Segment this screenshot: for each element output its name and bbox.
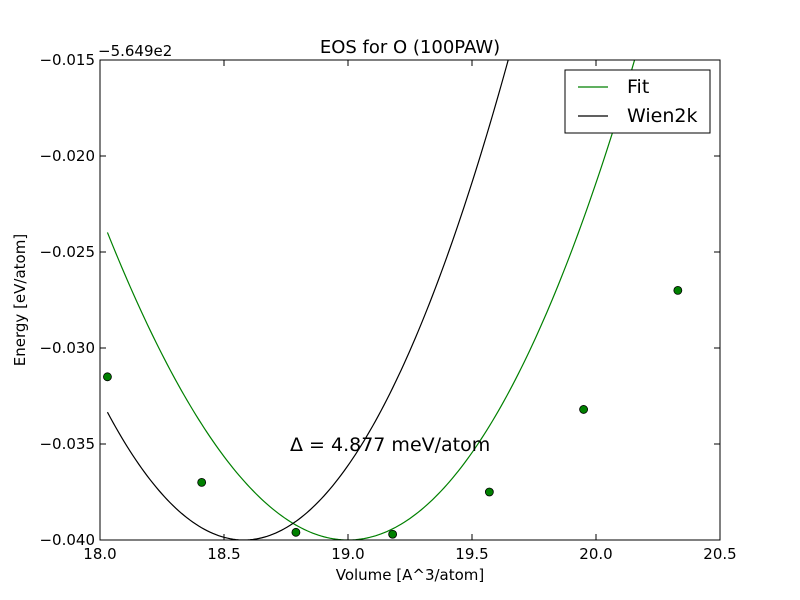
y-axis-title: Energy [eV/atom] xyxy=(11,234,29,366)
x-tick-label: 19.5 xyxy=(455,545,488,563)
series-line-fit xyxy=(106,60,636,540)
series-line-wien2k xyxy=(106,60,509,540)
data-point xyxy=(673,285,683,295)
y-tick-label: −0.030 xyxy=(39,339,95,357)
delta-annotation: Δ = 4.877 meV/atom xyxy=(290,434,490,456)
y-tick-label: −0.020 xyxy=(39,147,95,165)
data-point xyxy=(388,529,398,539)
data-point xyxy=(197,477,207,487)
data-point xyxy=(484,487,494,497)
y-offset-label: −5.649e2 xyxy=(98,42,172,60)
x-tick-label: 20.0 xyxy=(579,545,612,563)
x-axis-title: Volume [A^3/atom] xyxy=(336,566,485,584)
legend-box xyxy=(564,69,711,134)
x-tick-label: 19.0 xyxy=(331,545,364,563)
x-tick-label: 20.5 xyxy=(703,545,736,563)
legend-label-fit: Fit xyxy=(627,76,649,98)
y-tick-label: −0.035 xyxy=(39,435,95,453)
legend: Fit Wien2k xyxy=(564,69,711,134)
y-tick-label: −0.025 xyxy=(39,243,95,261)
x-tick-label: 18.0 xyxy=(83,545,116,563)
data-point xyxy=(291,527,301,537)
y-tick-label: −0.015 xyxy=(39,51,95,69)
chart-title: EOS for O (100PAW) xyxy=(320,37,500,58)
legend-label-wien2k: Wien2k xyxy=(627,105,697,127)
plot-frame xyxy=(99,59,721,541)
data-point xyxy=(103,372,112,382)
y-tick-label: −0.040 xyxy=(39,531,95,549)
x-tick-label: 18.5 xyxy=(207,545,240,563)
data-point xyxy=(579,405,588,414)
plot-area: 18.0 18.5 19.0 19.5 20.0 20.5 −0.040 −0.035 −0.… xyxy=(39,51,736,563)
